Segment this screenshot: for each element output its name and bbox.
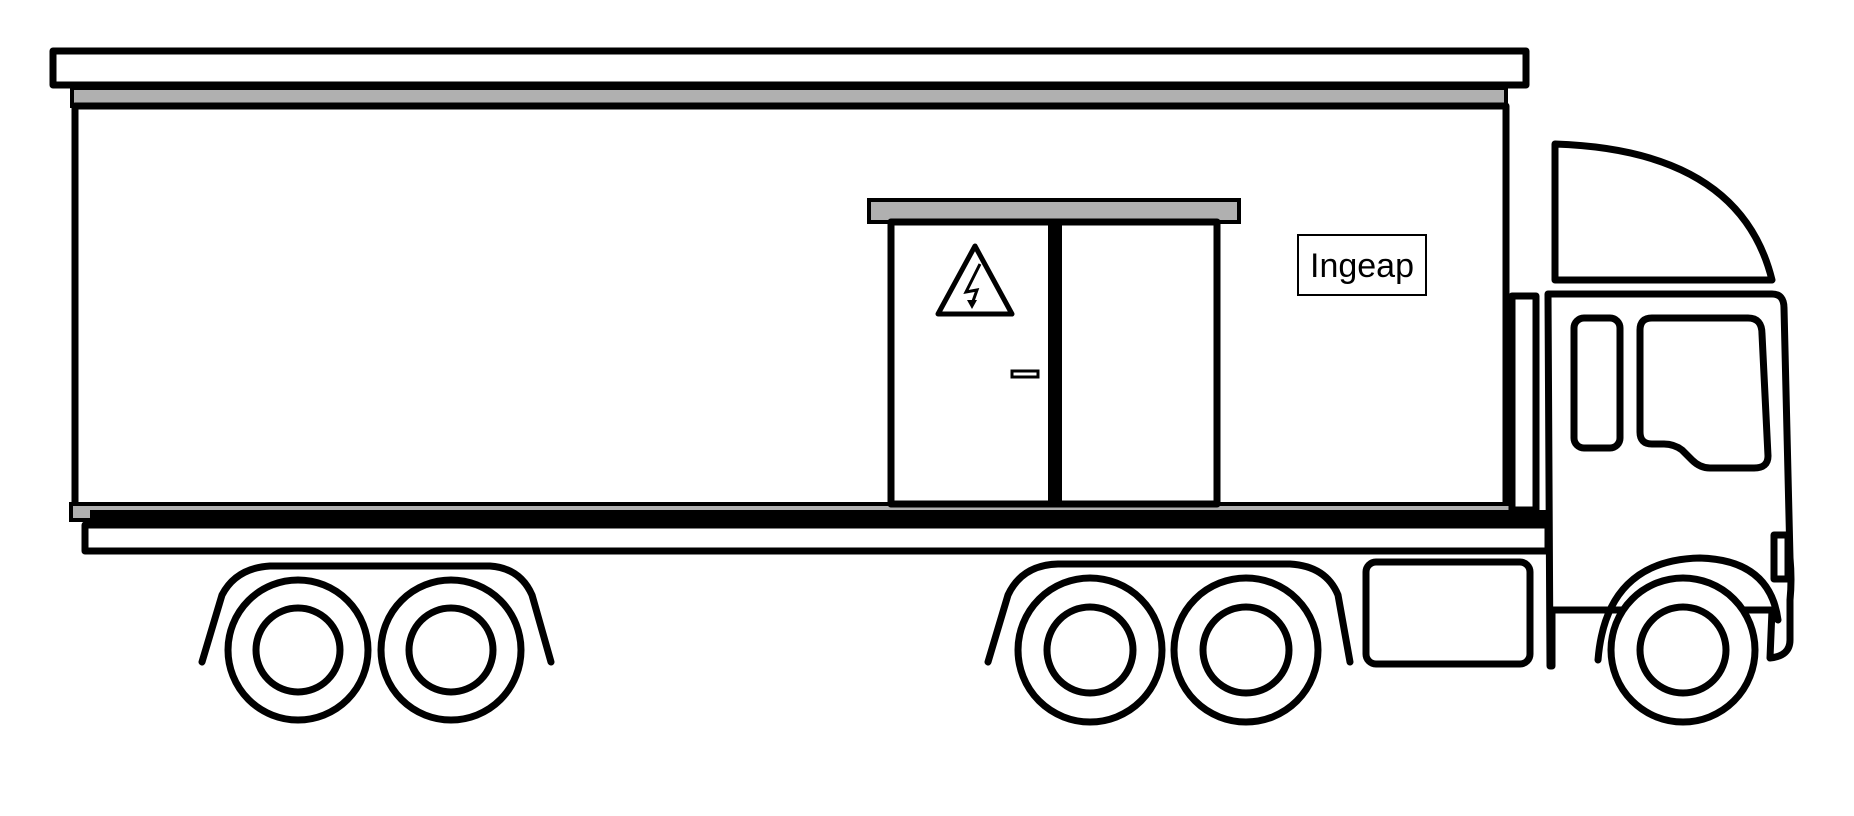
wheel [224,576,372,724]
middle-mudguard [984,560,1354,666]
container-body [71,102,1510,512]
cab-roof-fairing [1551,140,1776,284]
brand-label-text: Ingeap [1310,247,1414,285]
wheel [1170,574,1322,726]
cab-side-window [1570,314,1624,452]
brand-label: Ingeap [1297,234,1427,296]
coupling-post [1508,292,1540,514]
rear-mudguard [198,562,555,666]
container-roof [49,47,1530,89]
double-door [887,218,1221,508]
door-handle-icon [1010,369,1040,379]
wheel [1607,574,1759,726]
side-storage-box [1362,558,1534,668]
high-voltage-warning-icon [935,243,1015,317]
door-divider [1048,222,1062,504]
wheel [1014,574,1166,726]
brand-label-box [1297,234,1427,296]
cab-door-window [1636,314,1772,472]
chassis-rail [81,521,1552,555]
front-mudguard [1594,554,1782,664]
cab-marker-light [1770,531,1792,583]
wheel [377,576,525,724]
